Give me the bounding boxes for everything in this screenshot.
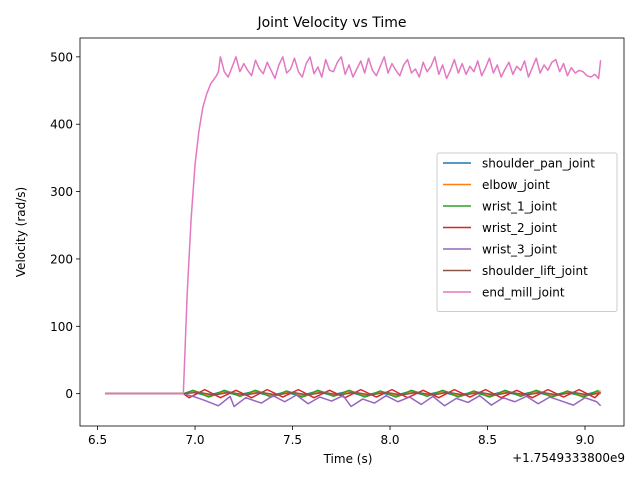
legend-label-wrist_3_joint: wrist_3_joint [482,243,557,257]
y-tick-label: 100 [50,320,73,334]
x-axis-offset-label: +1.7549333800e9 [512,451,625,465]
legend-label-wrist_2_joint: wrist_2_joint [482,221,557,235]
series-line-shoulder_lift_joint [105,391,601,396]
x-tick-label: 9.0 [575,433,594,447]
legend-label-elbow_joint: elbow_joint [482,178,550,192]
x-tick-label: 8.0 [380,433,399,447]
series-layer [105,56,602,408]
legend-label-shoulder_pan_joint: shoulder_pan_joint [482,157,595,171]
legend-label-end_mill_joint: end_mill_joint [482,286,565,300]
legend-box [436,152,618,312]
y-tick-label: 400 [50,118,73,132]
x-axis-label: Time (s) [323,452,373,466]
legend-label-shoulder_lift_joint: shoulder_lift_joint [482,264,588,278]
plot-frame [79,37,625,427]
x-tick-label: 6.5 [88,433,107,447]
y-tick-label: 500 [50,50,73,64]
legend: shoulder_pan_joint elbow_joint wrist_1_joi… [436,152,618,312]
x-tick-label: 7.5 [283,433,302,447]
axes-layer: 6.5 7.0 7.5 8.0 8.5 9.0 0 100 200 300 400 500 [50,50,594,447]
y-axis-label: Velocity (rad/s) [14,187,28,277]
y-tick-label: 200 [50,252,73,266]
y-tick-label: 0 [65,387,73,401]
series-line-wrist_3_joint [105,392,602,408]
legend-label-wrist_1_joint: wrist_1_joint [482,200,557,214]
series-line-wrist_2_joint [105,388,602,399]
series-line-end_mill_joint [105,56,602,395]
x-tick-label: 8.5 [478,433,497,447]
x-tick-label: 7.0 [185,433,204,447]
y-tick-label: 300 [50,185,73,199]
chart-title: Joint Velocity vs Time [256,15,406,31]
